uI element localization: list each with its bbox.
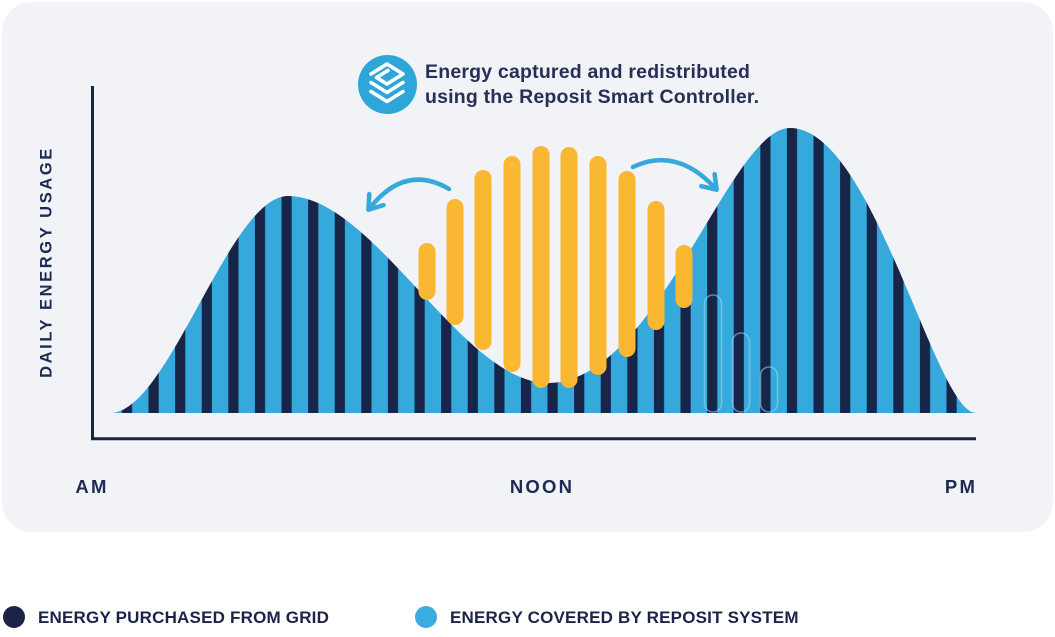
legend-dot-reposit xyxy=(415,606,437,628)
solar-bar xyxy=(675,245,693,308)
callout-text: Energy captured and redistributed using … xyxy=(425,60,759,110)
solar-bar xyxy=(647,201,665,330)
reposit-logo-icon xyxy=(358,55,417,114)
solar-bar xyxy=(532,146,550,388)
solar-bar xyxy=(418,243,436,300)
ghost-solar-bar xyxy=(703,294,723,413)
usage-curve-area xyxy=(110,128,976,413)
redistribute-right-arrow xyxy=(630,157,719,192)
solar-bar xyxy=(503,156,521,372)
solar-bar xyxy=(618,171,636,357)
legend-dot-grid xyxy=(3,606,25,628)
solar-bar xyxy=(589,156,607,375)
x-tick-am: AM xyxy=(75,476,109,497)
ghost-solar-bar xyxy=(759,366,779,413)
ghost-solar-bar xyxy=(731,332,751,413)
callout-line-2: using the Reposit Smart Controller. xyxy=(425,86,760,108)
legend-item-reposit: ENERGY COVERED BY REPOSIT SYSTEM xyxy=(415,605,799,629)
callout-line-1: Energy captured and redistributed xyxy=(425,61,751,83)
x-tick-pm: PM xyxy=(944,476,978,497)
solar-bar xyxy=(474,170,492,350)
solar-bar xyxy=(560,147,578,388)
redistribute-left-arrow xyxy=(366,177,452,213)
legend-label-reposit: ENERGY COVERED BY REPOSIT SYSTEM xyxy=(450,607,799,627)
legend-item-grid: ENERGY PURCHASED FROM GRID xyxy=(3,605,329,629)
y-axis-label: DAILY ENERGY USAGE xyxy=(37,146,56,378)
solar-bar xyxy=(446,199,464,325)
x-tick-noon: NOON xyxy=(509,476,575,497)
legend-label-grid: ENERGY PURCHASED FROM GRID xyxy=(38,607,330,627)
chart-axes xyxy=(91,86,976,441)
